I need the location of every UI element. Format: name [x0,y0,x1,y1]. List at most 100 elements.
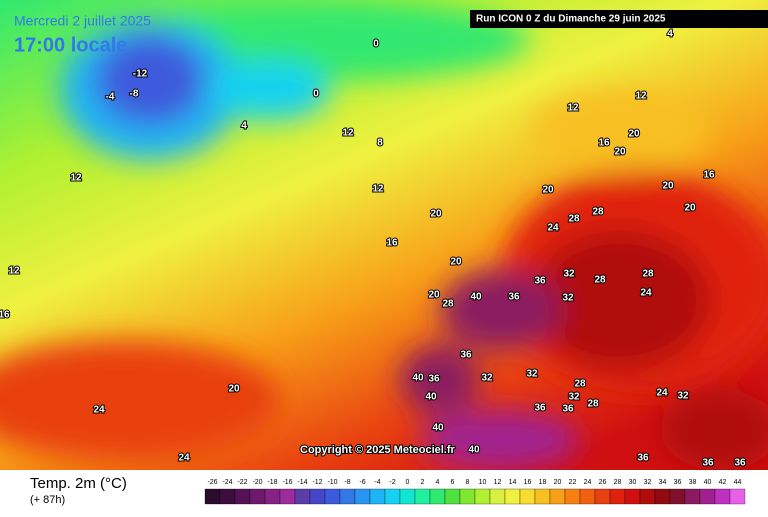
legend-swatch [504,488,521,505]
legend-tick-label: 38 [689,479,697,486]
map-temperature-label: 4 [241,121,247,132]
map-temperature-label: 0 [373,39,379,50]
map-temperature-label: 28 [642,269,654,280]
map-temperature-label: 28 [442,299,454,310]
legend-tick-label: 24 [584,479,592,486]
map-temperature-label: 32 [481,373,493,384]
legend-tick-label: -16 [282,479,292,486]
legend-tick-label: -8 [344,479,350,486]
legend-swatch [684,488,701,505]
map-temperature-label: 20 [684,203,696,214]
legend-tick-label: 30 [629,479,637,486]
legend-tick-label: -12 [312,479,322,486]
map-temperature-label: 24 [178,453,190,464]
legend-tick-label: 26 [599,479,607,486]
legend-swatch [519,488,536,505]
run-banner [470,10,768,28]
map-temperature-label: 36 [637,453,649,464]
map-temperature-label: 40 [432,423,444,434]
map-date: Mercredi 2 juillet 2025 [14,13,151,29]
legend-tick-label: -18 [267,479,277,486]
map-temperature-label: 16 [703,170,715,181]
legend-subtitle: (+ 87h) [30,494,65,506]
legend-tick-label: -2 [389,479,395,486]
legend-swatch [639,488,656,505]
map-temperature-label: 40 [468,445,480,456]
map-temperature-label: 12 [70,173,82,184]
map-temperature-label: 32 [526,369,538,380]
legend-tick-label: -10 [327,479,337,486]
legend-swatch [294,488,311,505]
legend-tick-label: 4 [436,479,440,486]
legend-swatch [609,488,626,505]
map-temperature-label: 28 [592,207,604,218]
map-temperature-label: 36 [734,458,746,469]
legend-tick-label: 10 [479,479,487,486]
legend-swatch [249,488,266,505]
map-temperature-label: 20 [228,384,240,395]
legend-swatch [204,488,221,505]
legend-tick-label: 14 [509,479,517,486]
map-temperature-label: 24 [547,223,559,234]
legend-swatch [399,488,416,505]
legend-swatch [354,488,371,505]
map-temperature-label: 12 [567,103,579,114]
map-temperature-label: 36 [428,374,440,385]
legend-swatch [474,488,491,505]
legend-tick-label: 8 [466,479,470,486]
map-temperature-label: 20 [542,185,554,196]
map-temperature-label: 32 [568,392,580,403]
map-temperature-label: 36 [562,404,574,415]
map-temperature-label: 16 [386,238,398,249]
legend-tick-label: 6 [451,479,455,486]
legend-swatch [459,488,476,505]
map-temperature-label: 36 [534,276,546,287]
legend-swatch [414,488,431,505]
legend-swatch [729,488,746,505]
map-temperature-label: 28 [594,275,606,286]
legend-swatch [234,488,251,505]
legend-swatch [384,488,401,505]
legend-swatch [654,488,671,505]
legend-tick-label: 12 [494,479,502,486]
legend-swatch [624,488,641,505]
map-temperature-label: 12 [8,266,20,277]
map-temperature-label: 32 [562,293,574,304]
legend-swatch [219,488,236,505]
legend-swatch [714,488,731,505]
legend-tick-label: 16 [524,479,532,486]
map-temperature-label: -8 [130,89,139,100]
map-temperature-label: 32 [677,391,689,402]
map-temperature-label: 40 [425,392,437,403]
map-temperature-label: 32 [563,269,575,280]
map-temperature-label: 16 [598,138,610,149]
legend-swatch [699,488,716,505]
legend-tick-label: 18 [539,479,547,486]
map-temperature-label: 20 [662,181,674,192]
map-temperature-label: 36 [534,403,546,414]
map-temperature-label: -4 [106,92,115,103]
map-temperature-label: 40 [470,292,482,303]
legend-swatch [369,488,386,505]
legend-swatch [429,488,446,505]
legend-tick-label: 0 [406,479,410,486]
legend-tick-label: 2 [421,479,425,486]
map-temperature-label: 4 [667,29,673,40]
map-time: 17:00 locale [14,34,127,56]
legend-swatch [564,488,581,505]
map-temperature-label: 16 [0,310,10,321]
map-temperature-label: -12 [133,69,148,80]
copyright: Copyright © 2025 Meteociel.fr [300,444,456,456]
legend-swatch [534,488,551,505]
legend-tick-label: -4 [374,479,380,486]
legend-tick-label: -24 [222,479,232,486]
map-temperature-label: 20 [614,147,626,158]
legend-swatch [309,488,326,505]
run-info: Run ICON 0 Z du Dimanche 29 juin 2025 [476,14,666,25]
legend-swatch [489,488,506,505]
map-temperature-label: 40 [412,373,424,384]
legend-swatch [264,488,281,505]
map-temperature-label: 28 [568,214,580,225]
map-temperature-label: 36 [460,350,472,361]
